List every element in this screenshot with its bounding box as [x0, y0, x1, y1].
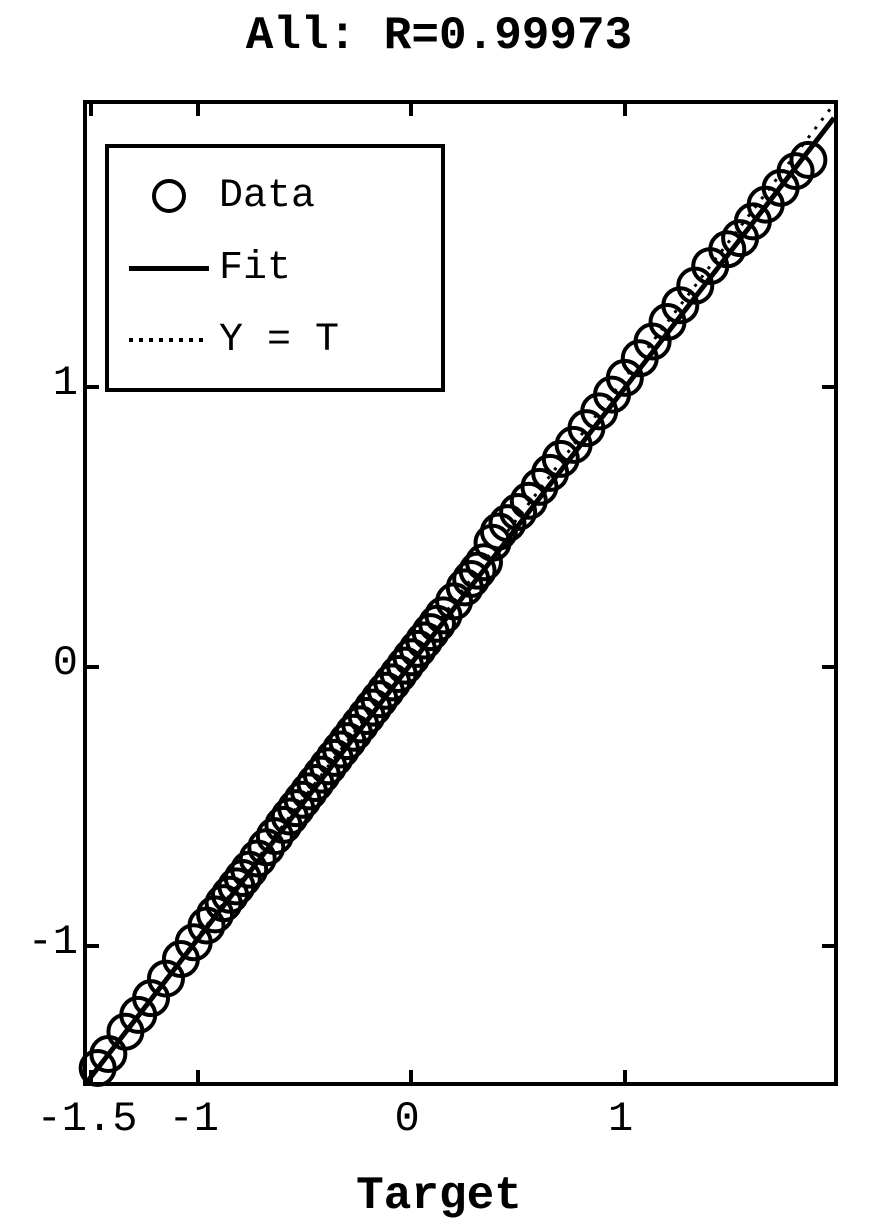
- x-tick-mark: [196, 1070, 200, 1082]
- legend-label-fit: Fit: [219, 246, 291, 291]
- x-tick-mark: [89, 1070, 93, 1082]
- x-tick-mark: [196, 104, 200, 116]
- legend-item-fit: Fit: [119, 232, 431, 304]
- chart-title: All: R=0.99973: [0, 10, 878, 62]
- x-tick-mark: [89, 104, 93, 116]
- x-tick-label: -1: [168, 1095, 218, 1143]
- y-tick-mark: [822, 665, 834, 669]
- y-tick-label: 0: [53, 639, 78, 687]
- y-tick-mark: [822, 385, 834, 389]
- y-tick-mark: [87, 385, 99, 389]
- dotted-line-icon: [129, 338, 209, 342]
- x-tick-mark: [409, 104, 413, 116]
- line-icon: [129, 266, 209, 271]
- x-tick-label: 0: [395, 1095, 420, 1143]
- legend-item-data: Data: [119, 160, 431, 232]
- legend-symbol-line: [119, 266, 219, 271]
- circle-icon: [152, 179, 186, 213]
- y-tick-label: -1: [28, 918, 78, 966]
- legend-symbol-dotted: [119, 338, 219, 342]
- y-tick-mark: [822, 944, 834, 948]
- x-tick-mark: [623, 1070, 627, 1082]
- legend-box: Data Fit Y = T: [105, 144, 445, 392]
- legend-label-data: Data: [219, 174, 315, 219]
- legend-item-identity: Y = T: [119, 304, 431, 376]
- y-tick-mark: [87, 944, 99, 948]
- x-tick-label: 1: [608, 1095, 633, 1143]
- y-tick-label: 1: [53, 359, 78, 407]
- x-tick-mark: [623, 104, 627, 116]
- legend-symbol-circle: [119, 179, 219, 213]
- y-tick-mark: [87, 665, 99, 669]
- x-tick-label: -1.5: [37, 1095, 138, 1143]
- x-tick-mark: [409, 1070, 413, 1082]
- plot-area: Data Fit Y = T: [83, 100, 838, 1086]
- legend-label-identity: Y = T: [219, 318, 339, 363]
- x-axis-label: Target: [0, 1170, 878, 1222]
